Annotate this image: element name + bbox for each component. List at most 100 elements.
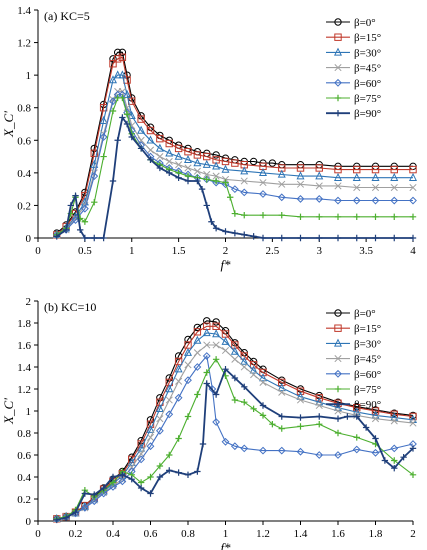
data-point bbox=[371, 448, 380, 457]
data-point bbox=[372, 234, 379, 242]
data-point bbox=[259, 412, 267, 419]
data-point bbox=[390, 196, 399, 205]
data-point bbox=[212, 329, 221, 338]
data-point bbox=[240, 166, 249, 175]
data-point bbox=[184, 361, 192, 369]
data-point bbox=[202, 159, 211, 168]
data-point bbox=[146, 135, 155, 144]
data-point bbox=[296, 180, 305, 188]
data-point bbox=[390, 183, 398, 192]
data-point bbox=[175, 435, 182, 442]
data-point bbox=[334, 165, 342, 174]
data-point bbox=[315, 451, 324, 459]
data-point bbox=[371, 407, 380, 415]
y-tick-label: 1 bbox=[26, 406, 32, 418]
data-point bbox=[193, 167, 201, 175]
data-point bbox=[165, 148, 174, 157]
data-point bbox=[212, 225, 220, 232]
data-point bbox=[123, 120, 131, 128]
data-point bbox=[278, 212, 285, 219]
data-point bbox=[203, 202, 210, 209]
data-point bbox=[296, 396, 305, 404]
data-point bbox=[353, 165, 361, 174]
data-point bbox=[184, 164, 192, 172]
data-point bbox=[315, 401, 323, 410]
data-point bbox=[352, 172, 361, 181]
data-point bbox=[146, 424, 155, 433]
data-point bbox=[249, 157, 258, 166]
data-point bbox=[352, 445, 361, 454]
data-point bbox=[277, 383, 286, 392]
data-point bbox=[113, 70, 122, 79]
series-5 bbox=[53, 356, 417, 522]
data-point bbox=[146, 442, 155, 451]
data-point bbox=[108, 75, 118, 84]
y-tick-label: 1.2 bbox=[17, 38, 31, 50]
data-point bbox=[241, 399, 248, 406]
data-point bbox=[371, 196, 380, 205]
data-point bbox=[250, 405, 257, 412]
data-point bbox=[352, 196, 361, 205]
data-point bbox=[212, 341, 220, 349]
y-axis-label: X_C' bbox=[1, 111, 16, 138]
x-tick-label: 2 bbox=[223, 245, 229, 257]
data-point bbox=[222, 366, 229, 373]
y-tick-label: 0.4 bbox=[17, 472, 31, 484]
y-tick-label: 1.4 bbox=[17, 362, 31, 374]
data-point bbox=[156, 462, 164, 470]
data-point bbox=[241, 383, 248, 390]
data-point bbox=[362, 424, 370, 431]
x-tick-label: 3 bbox=[317, 245, 323, 257]
y-tick-label: 0.8 bbox=[17, 103, 31, 115]
data-point bbox=[165, 396, 173, 404]
x-tick-label: 0.6 bbox=[144, 528, 158, 540]
data-point bbox=[372, 435, 379, 442]
series-line bbox=[56, 51, 413, 234]
data-point bbox=[118, 70, 127, 79]
data-point bbox=[230, 442, 239, 451]
panel-b: 0 0.2 0.4 0.6 0.8 1 1.2 1.4 1.6 1.8 2 0 0.2 0.4 0.6 0.8… bbox=[1, 296, 418, 550]
panel-a: 0 0.5 1 1.5 2 2.5 3 3.5 4 0 0.2 0.4 0.6 0.8 1 1.2 1.4 f* X… bbox=[1, 5, 418, 272]
data-point bbox=[278, 388, 286, 396]
data-point bbox=[353, 183, 361, 192]
data-point bbox=[62, 226, 70, 234]
data-point bbox=[371, 415, 380, 423]
data-point bbox=[240, 444, 249, 453]
data-point bbox=[193, 335, 202, 344]
data-point bbox=[109, 55, 117, 63]
data-point bbox=[184, 376, 192, 385]
data-point bbox=[91, 491, 98, 498]
data-point bbox=[391, 465, 398, 472]
data-point bbox=[278, 425, 285, 432]
data-point bbox=[137, 479, 145, 486]
y-tick-label: 0.6 bbox=[17, 450, 31, 462]
data-point bbox=[109, 482, 117, 491]
data-point bbox=[230, 185, 239, 194]
y-tick-label: 0 bbox=[26, 516, 32, 528]
y-tick-label: 1 bbox=[26, 70, 32, 82]
data-point bbox=[193, 328, 202, 336]
data-point bbox=[90, 497, 99, 506]
data-point bbox=[109, 177, 117, 185]
data-point bbox=[353, 413, 360, 420]
data-point bbox=[296, 387, 305, 395]
x-tick-label: 3.5 bbox=[359, 245, 373, 257]
data-point bbox=[316, 234, 323, 242]
data-point bbox=[175, 174, 182, 181]
data-point bbox=[184, 177, 192, 185]
y-tick-label: 0.8 bbox=[17, 428, 31, 440]
data-point bbox=[231, 159, 239, 167]
data-point bbox=[240, 188, 249, 197]
data-point bbox=[99, 115, 108, 124]
data-point bbox=[250, 371, 258, 379]
series-line bbox=[56, 74, 413, 236]
data-point bbox=[155, 143, 164, 152]
data-point bbox=[409, 165, 417, 174]
x-tick-label: 4 bbox=[410, 245, 416, 257]
data-point bbox=[165, 157, 173, 166]
data-point bbox=[184, 335, 192, 344]
data-point bbox=[259, 402, 267, 409]
data-point bbox=[175, 469, 182, 476]
legend-label: β=60° bbox=[354, 369, 381, 381]
